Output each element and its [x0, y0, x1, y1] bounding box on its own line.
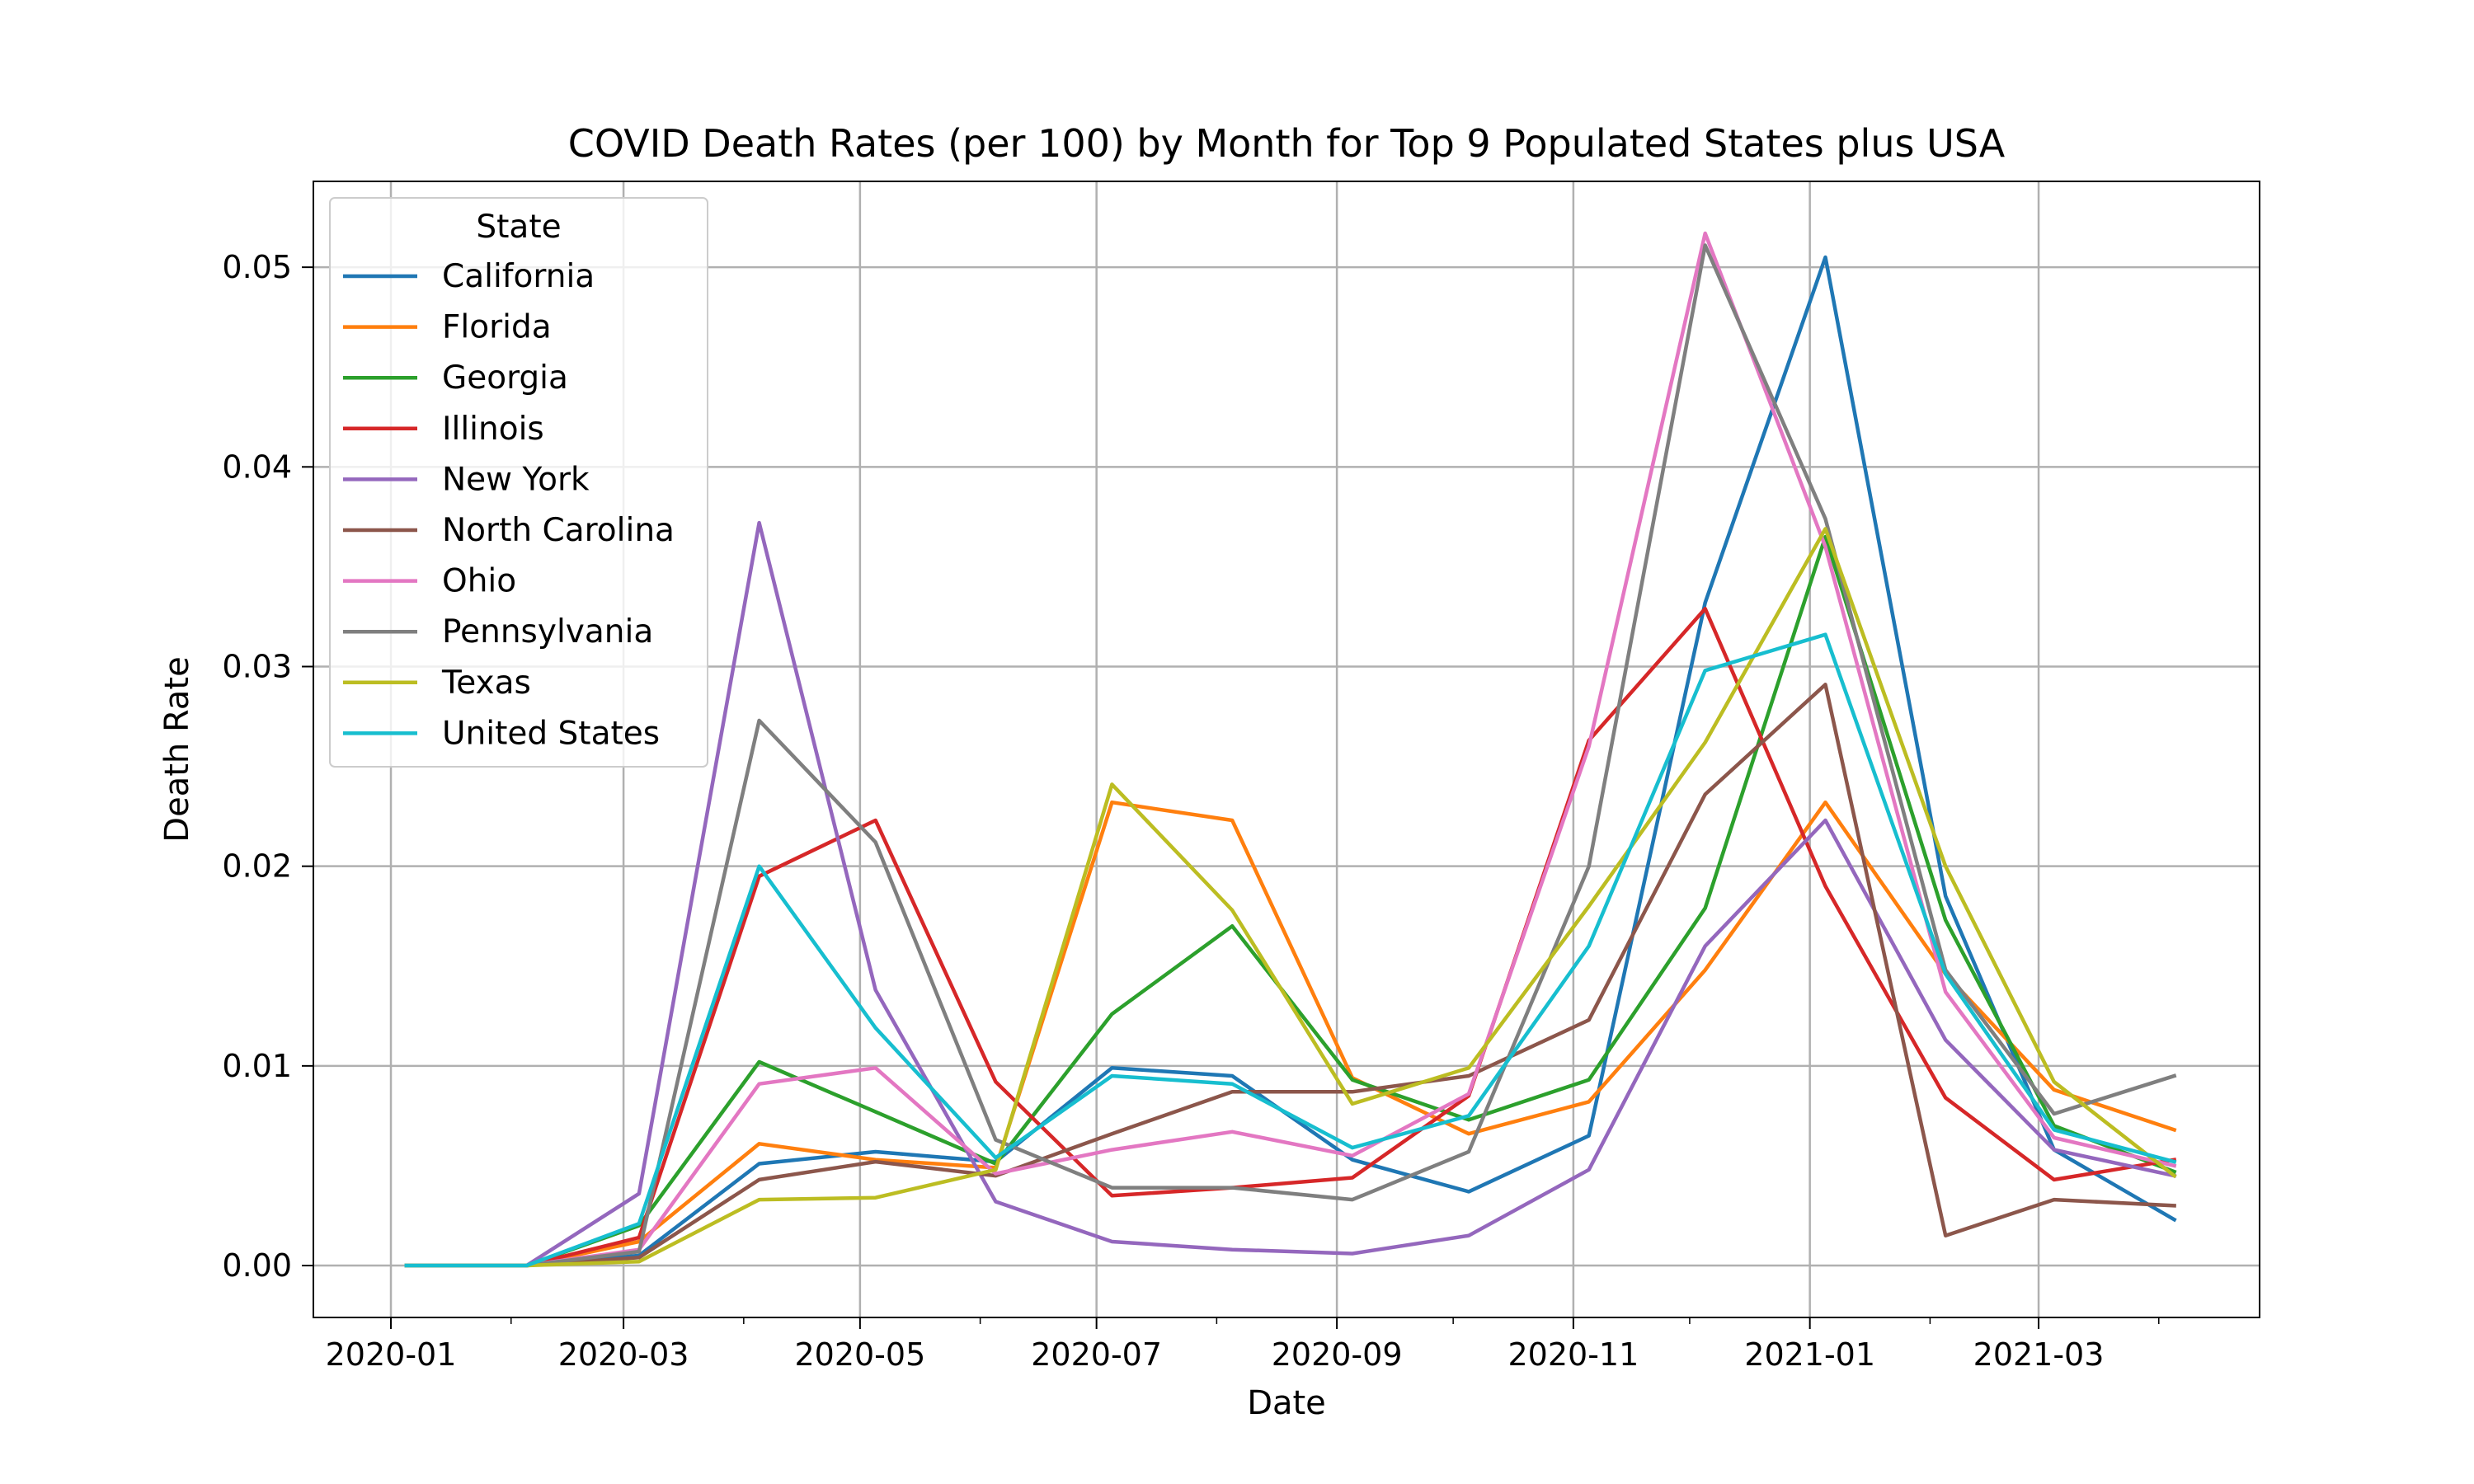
y-tick-label: 0.00: [222, 1247, 292, 1284]
y-axis-label: Death Rate: [158, 656, 196, 842]
legend-label-texas: Texas: [441, 665, 531, 702]
chart-title: COVID Death Rates (per 100) by Month for…: [568, 121, 2006, 166]
series-line-florida: [404, 800, 2177, 1268]
legend-title: State: [476, 209, 561, 246]
legend-label-pennsylvania: Pennsylvania: [442, 613, 653, 650]
legend-label-ohio: Ohio: [442, 563, 516, 600]
x-axis-label: Date: [1247, 1384, 1326, 1422]
series-line-texas: [404, 527, 2177, 1268]
y-tick-label: 0.01: [222, 1048, 292, 1084]
legend-label-new-york: New York: [442, 461, 590, 498]
series-line-north-carolina: [404, 683, 2176, 1268]
series-line-pennsylvania: [404, 243, 2177, 1268]
legend-label-illinois: Illinois: [442, 411, 544, 448]
series-line-new-york: [404, 520, 2177, 1268]
x-tick-label: 2020-05: [794, 1336, 925, 1373]
series-lines: [404, 231, 2177, 1268]
series-line-illinois: [404, 607, 2177, 1268]
legend-items: California Florida Georgia Illinois New York…: [343, 258, 675, 752]
legend-label-california: California: [442, 258, 595, 295]
x-tick-label: 2020-03: [558, 1336, 689, 1373]
x-tick-label: 2020-11: [1507, 1336, 1639, 1373]
axis-ticks: 2020-01 2020-03 2020-05 2020-07 2020-09 2020-…: [222, 249, 2160, 1373]
series-line-united-states: [404, 632, 2177, 1268]
legend-label-georgia: Georgia: [442, 359, 568, 397]
x-tick-label: 2020-07: [1031, 1336, 1162, 1373]
y-tick-label: 0.05: [222, 249, 292, 285]
y-tick-label: 0.04: [222, 448, 292, 485]
legend: State California Florida Georgia Illinois Ne…: [329, 197, 708, 768]
x-tick-label: 2020-01: [326, 1336, 457, 1373]
legend-label-united-states: United States: [442, 715, 660, 752]
y-tick-label: 0.02: [222, 848, 292, 885]
series-line-georgia: [404, 534, 2177, 1268]
x-tick-label: 2020-09: [1272, 1336, 1403, 1373]
y-tick-label: 0.03: [222, 648, 292, 684]
plot-frame: [313, 181, 2260, 1318]
series-line-ohio: [404, 231, 2177, 1268]
legend-label-florida: Florida: [442, 309, 552, 346]
legend-box: [329, 197, 708, 768]
legend-label-north-carolina: North Carolina: [442, 512, 675, 549]
x-tick-label: 2021-01: [1744, 1336, 1875, 1373]
x-tick-label: 2021-03: [1973, 1336, 2105, 1373]
